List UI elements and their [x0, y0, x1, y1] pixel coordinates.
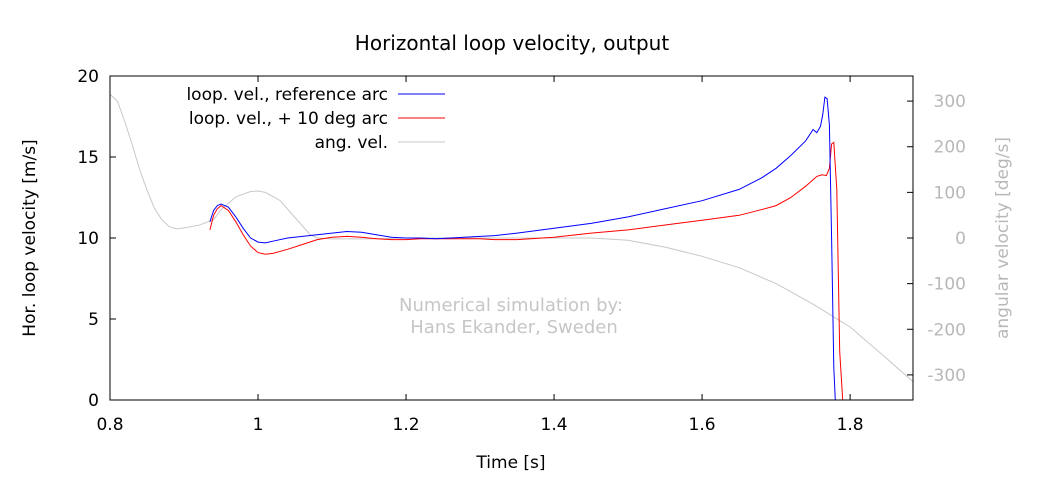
y2-tick-label: -100 [927, 275, 966, 295]
x-tick-label: 1.6 [689, 415, 716, 435]
watermark-line-2: Hans Ekander, Sweden [410, 317, 617, 338]
x-tick-label: 1 [253, 415, 264, 435]
x-tick-label: 0.8 [96, 415, 123, 435]
y-tick-label: 0 [88, 391, 99, 411]
series-line-0 [209, 96, 836, 400]
x-axis-label: Time [s] [475, 453, 545, 473]
x-tick-label: 1.4 [541, 415, 568, 435]
legend-label: ang. vel. [315, 133, 388, 153]
y2-axis-label: angular velocity [deg/s] [993, 137, 1013, 339]
series-layer [110, 93, 913, 400]
y-tick-label: 20 [77, 67, 99, 87]
y-axis: 0 5 10 15 20 [77, 67, 116, 411]
legend-label: loop. vel., + 10 deg arc [189, 109, 388, 129]
y-tick-label: 15 [77, 148, 99, 168]
series-line-2 [110, 93, 913, 383]
legend: loop. vel., reference arc loop. vel., + 1… [186, 85, 445, 153]
y2-tick-label: 300 [934, 92, 966, 112]
y2-tick-label: 100 [934, 183, 966, 203]
watermark-line-1: Numerical simulation by: [399, 295, 623, 316]
y2-tick-label: 0 [955, 229, 966, 249]
x-tick-label: 1.2 [393, 415, 420, 435]
y-tick-label: 10 [77, 229, 99, 249]
y2-tick-label: -200 [927, 320, 966, 340]
y2-tick-label: -300 [927, 366, 966, 386]
watermark: Numerical simulation by: Hans Ekander, S… [399, 295, 623, 338]
series-line-1 [209, 141, 844, 400]
legend-label: loop. vel., reference arc [186, 85, 388, 105]
x-axis: 0.8 1 1.2 1.4 1.6 1.8 [96, 76, 864, 435]
y-axis-label: Hor. loop velocity [m/s] [20, 139, 40, 336]
x-tick-label: 1.8 [837, 415, 864, 435]
y2-tick-label: 200 [934, 138, 966, 158]
y-tick-label: 5 [88, 310, 99, 330]
y2-axis: 300 200 100 0 -100 -200 -300 [907, 92, 966, 386]
chart-title: Horizontal loop velocity, output [355, 31, 670, 55]
